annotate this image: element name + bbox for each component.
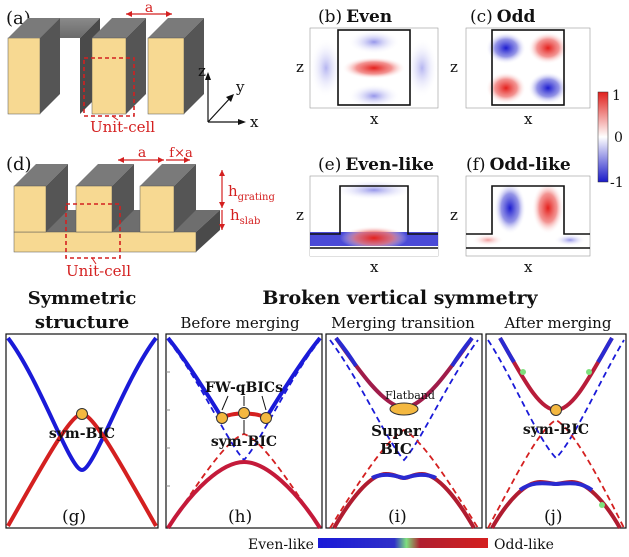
panel-label-j: (j) [544, 507, 563, 527]
field-panel-b: (b) Even z x [296, 7, 439, 128]
legend-right: Odd-like [494, 537, 554, 553]
panel-label-b: (b) Even [318, 7, 392, 27]
colorbar-max: 1 [612, 88, 621, 104]
field-panel-f: (f) Odd-like z x [450, 155, 591, 276]
panel-label-e: (e) Even-like [318, 155, 434, 175]
axis-label-z-a: z [198, 62, 206, 80]
heading-before: Before merging [180, 314, 300, 332]
structure-d: (d) a f×a hgrating [6, 145, 275, 280]
super-bic-marker [389, 402, 419, 416]
axis-x-e: x [370, 258, 379, 276]
h-slab-label: hslab [230, 206, 260, 227]
colorbar-mid: 0 [614, 130, 623, 146]
panel-label-g: (g) [62, 507, 86, 527]
flatband-label: Flatband [385, 389, 435, 402]
period-label-a: a [145, 0, 153, 16]
period-label-d: a [138, 145, 146, 161]
field-panel-c: (c) Odd z x [450, 7, 591, 128]
axis-label-x-a: x [250, 113, 259, 131]
field-panel-e: (e) Even-like z x [296, 155, 439, 276]
heading-broken: Broken vertical symmetry [262, 287, 538, 309]
panel-label-i: (i) [388, 507, 407, 527]
band-lower-h [166, 459, 322, 530]
panel-label-c: (c) Odd [470, 7, 535, 27]
legend-left: Even-like [248, 537, 314, 553]
panel-label-d: (d) [6, 154, 32, 175]
super-bic-label-2: BIC [380, 440, 412, 458]
unit-cell-label-d: Unit-cell [66, 262, 131, 280]
band-panel-j: sym-BIC (j) [485, 333, 627, 529]
band-upper-g [6, 336, 158, 473]
axis-z-e: z [296, 206, 304, 224]
gap-label-d: f×a [169, 146, 193, 161]
axis-z-f: z [450, 206, 458, 224]
colorbar: 1 0 -1 [597, 88, 624, 191]
axis-x-c: x [524, 110, 533, 128]
heading-symmetric-1: Symmetric [28, 288, 137, 309]
heading-symmetric-2: structure [35, 312, 129, 333]
sym-bic-label-h: sym-BIC [211, 434, 277, 450]
sym-bic-label-g: sym-BIC [49, 426, 115, 442]
h-grating-label: hgrating [228, 182, 275, 203]
fw-qbics-label: FW-qBICs [205, 380, 283, 396]
even-odd-legend: Even-like Odd-like [248, 537, 554, 553]
panel-label-h: (h) [228, 507, 252, 527]
sym-bic-label-j: sym-BIC [523, 422, 589, 438]
axis-label-y-a: y [235, 78, 245, 96]
sym-bic-marker-g [76, 408, 88, 420]
unit-cell-label-a: Unit-cell [90, 118, 155, 136]
colorbar-min: -1 [610, 175, 624, 191]
heading-transition: Merging transition [331, 314, 475, 332]
band-panel-i: Flatband Super BIC (i) [325, 333, 483, 529]
band-panel-h: FW-qBICs sym-BIC (h) [165, 333, 323, 530]
band-panel-g: sym-BIC (g) [5, 333, 159, 529]
axis-x-f: x [524, 258, 533, 276]
panel-label-f: (f) Odd-like [466, 155, 571, 175]
grating-ridges-d [13, 164, 196, 233]
super-bic-label-1: Super [371, 422, 422, 440]
axis-z-b: z [296, 58, 304, 76]
grating-bars-a [7, 18, 204, 115]
heading-after: After merging [504, 314, 612, 332]
axis-z-c: z [450, 58, 458, 76]
structure-a: (a) a Unit-cell [6, 0, 259, 136]
unit-cell-box-d [65, 203, 121, 259]
axis-x-b: x [370, 110, 379, 128]
unit-cell-box-a [83, 57, 135, 117]
